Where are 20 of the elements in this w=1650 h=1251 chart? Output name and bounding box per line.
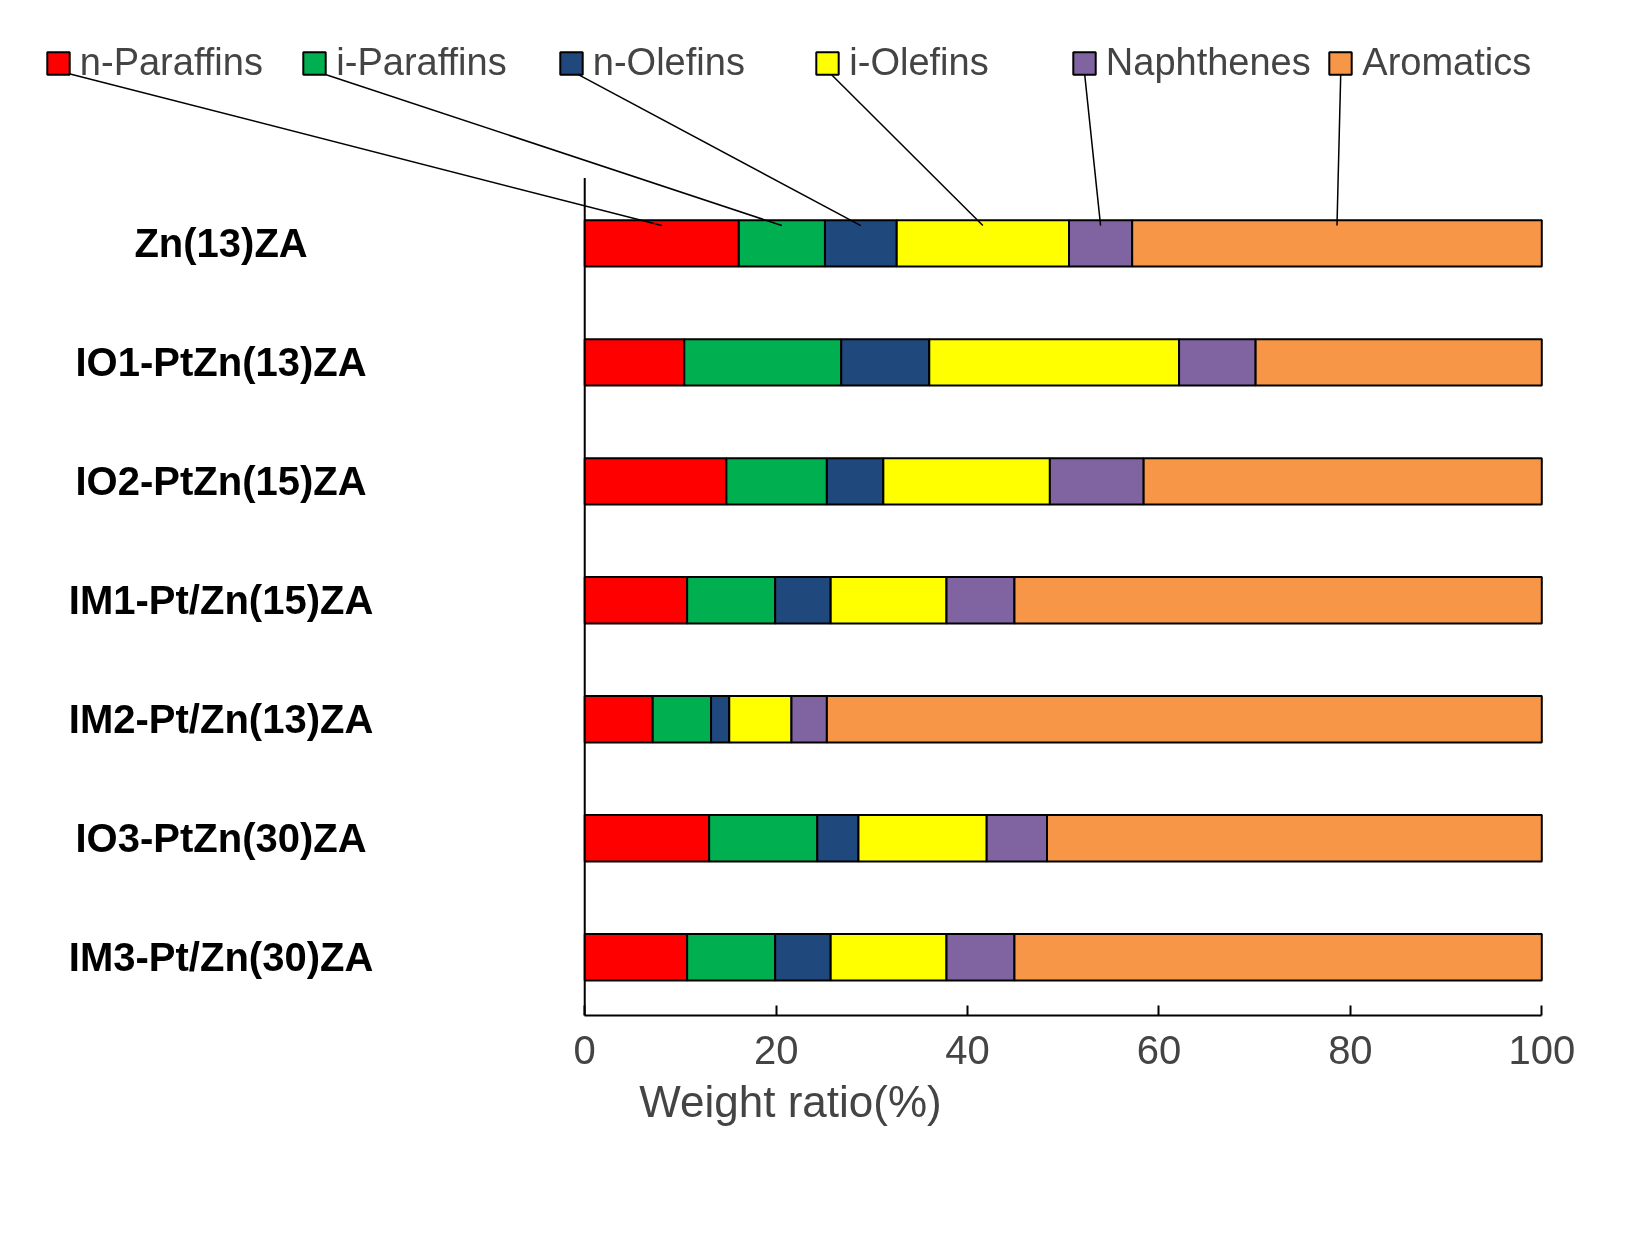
legend-label: Aromatics [1362,41,1532,85]
y-tick-label: IO3-PtZn(30)ZA [75,816,367,861]
x-tick-label: 0 [573,1027,596,1072]
y-tick-label: IM1-Pt/Zn(15)ZA [68,578,374,623]
x-tick-label: 40 [945,1027,990,1072]
x-tick-label: 100 [1508,1027,1576,1072]
x-tick-label: 20 [753,1027,799,1072]
legend-label: i-Olefins [849,41,989,85]
legend-label: Naphthenes [1105,41,1311,85]
y-tick-label: IM3-Pt/Zn(30)ZA [68,935,374,980]
y-tick-label: IM2-Pt/Zn(13)ZA [68,697,374,742]
x-tick-label: 60 [1136,1027,1182,1072]
x-tick-label: 80 [1328,1027,1373,1072]
y-tick-label: Zn(13)ZA [134,221,308,266]
legend-label: i-Paraffins [336,41,507,85]
y-tick-label: IO1-PtZn(13)ZA [75,340,367,385]
y-tick-label: IO2-PtZn(15)ZA [75,459,367,504]
legend-label: n-Paraffins [79,41,263,85]
legend-label: n-Olefins [592,41,745,85]
x-axis-title: Weight ratio(%) [639,1076,942,1126]
